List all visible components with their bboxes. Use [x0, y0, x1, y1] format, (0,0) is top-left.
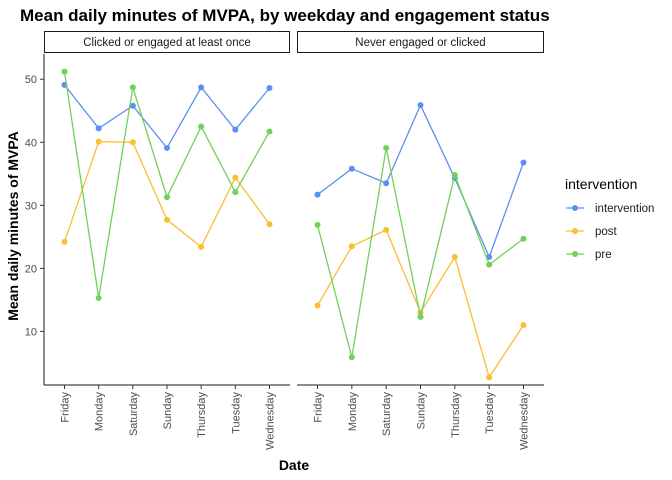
- data-point: [129, 139, 136, 146]
- data-point: [451, 172, 458, 179]
- data-point: [61, 238, 68, 245]
- legend-key-point: [572, 251, 578, 257]
- data-point: [383, 144, 390, 151]
- data-point: [314, 221, 321, 228]
- panel-1: Clicked or engaged at least once 10 20 30 40…: [25, 31, 290, 450]
- legend-label: intervention: [595, 203, 654, 215]
- data-point: [232, 174, 239, 181]
- panels: Clicked or engaged at least once 10 20 30 40…: [25, 31, 544, 450]
- series-line-intervention: [317, 103, 525, 259]
- legend: intervention intervention post pre: [565, 176, 654, 261]
- y-tick-label: 10: [25, 326, 37, 338]
- x-tick-label: Wednesday: [519, 392, 531, 450]
- data-point: [348, 243, 355, 250]
- x-tick-label: Tuesday: [484, 392, 496, 434]
- data-point: [129, 102, 136, 109]
- series-line-post: [316, 229, 525, 379]
- data-point: [266, 85, 273, 92]
- x-tick-label: Thursday: [196, 392, 208, 438]
- x-tick-label: Friday: [60, 392, 72, 423]
- data-point: [266, 128, 273, 135]
- data-point: [486, 374, 493, 381]
- legend-entry-pre: pre: [566, 249, 612, 261]
- data-point: [61, 68, 68, 75]
- legend-key-point: [572, 228, 578, 234]
- data-point: [383, 226, 390, 233]
- x-tick-label: Sunday: [416, 392, 428, 430]
- series-post: [314, 226, 527, 381]
- data-point: [486, 261, 493, 268]
- data-point: [164, 194, 170, 201]
- x-tick-label: Saturday: [128, 392, 140, 437]
- series-intervention: [314, 102, 527, 261]
- y-axis-title: Mean daily minutes of MVPA: [5, 131, 21, 321]
- x-tick-label: Sunday: [162, 392, 174, 430]
- data-point: [198, 243, 205, 250]
- series-post: [61, 138, 273, 250]
- legend-key-point: [572, 205, 578, 211]
- x-tick-label: Tuesday: [230, 392, 242, 434]
- series-pre: [314, 144, 527, 361]
- legend-entry-post: post: [566, 226, 618, 238]
- y-tick-label: 50: [25, 74, 37, 86]
- legend-entry-intervention: intervention: [566, 203, 654, 215]
- x-tick-label: Wednesday: [265, 392, 277, 450]
- x-axis-title: Date: [279, 457, 310, 473]
- y-tick-label: 40: [25, 137, 37, 149]
- data-point: [348, 354, 355, 361]
- x-tick-label: Saturday: [381, 392, 393, 437]
- data-point: [164, 144, 170, 151]
- data-point: [232, 126, 239, 133]
- data-point: [232, 189, 239, 196]
- data-point: [451, 254, 458, 261]
- data-point: [314, 191, 321, 198]
- y-tick-label: 30: [25, 200, 37, 212]
- data-point: [417, 313, 424, 320]
- data-point: [520, 322, 527, 329]
- series-line-pre: [63, 71, 271, 299]
- data-point: [198, 123, 205, 130]
- data-point: [95, 294, 102, 301]
- data-point: [164, 216, 170, 223]
- strip-box: [44, 31, 290, 53]
- x-tick-label: Monday: [94, 392, 106, 432]
- x-tick-label: Monday: [347, 392, 359, 432]
- data-point: [314, 302, 321, 309]
- x-tick-label: Friday: [313, 392, 325, 423]
- data-point: [383, 180, 390, 187]
- series-pre: [61, 68, 273, 301]
- data-point: [348, 165, 355, 172]
- data-point: [129, 84, 136, 91]
- legend-label: pre: [595, 249, 612, 261]
- data-point: [95, 125, 102, 132]
- strip-label: Clicked or engaged at least once: [83, 37, 251, 49]
- strip-label: Never engaged or clicked: [355, 37, 485, 49]
- x-tick-label: Thursday: [450, 392, 462, 438]
- data-point: [520, 159, 527, 166]
- series-line-intervention: [63, 84, 271, 150]
- data-point: [95, 138, 102, 145]
- strip-box: [297, 31, 544, 53]
- data-point: [520, 235, 527, 242]
- chart-title: Mean daily minutes of MVPA, by weekday a…: [20, 6, 550, 25]
- legend-title: intervention: [565, 176, 637, 192]
- panel-2: Never engaged or clicked Friday Monday Satu…: [297, 31, 544, 450]
- legend-label: post: [595, 226, 618, 238]
- data-point: [486, 254, 493, 261]
- data-point: [198, 84, 205, 91]
- y-tick-label: 20: [25, 263, 37, 275]
- data-point: [266, 221, 273, 228]
- data-point: [417, 102, 424, 109]
- series-intervention: [61, 81, 273, 151]
